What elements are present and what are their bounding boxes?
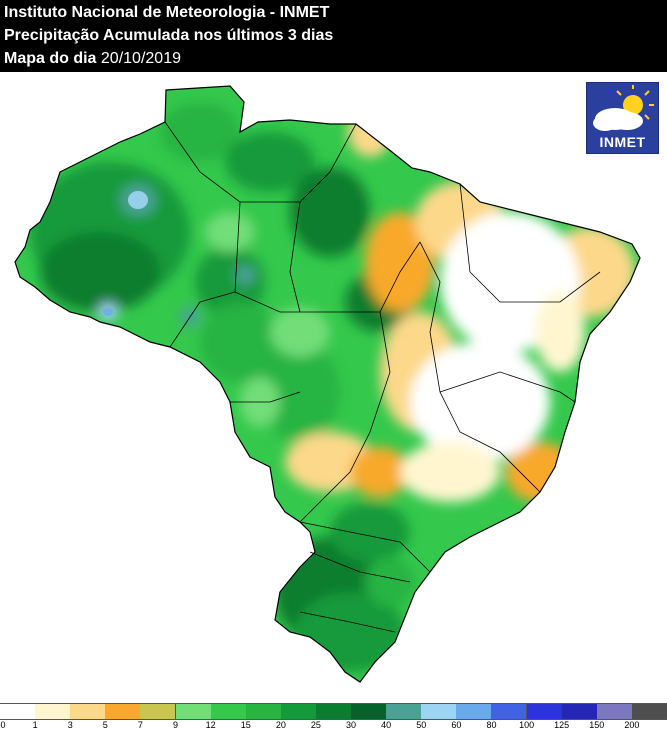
legend-tick-label: 125 <box>554 720 570 730</box>
legend-tick-label: 80 <box>486 720 497 730</box>
map-date-prefix: Mapa do dia <box>4 50 97 67</box>
legend-swatch <box>245 703 282 720</box>
legend-swatch <box>526 703 563 720</box>
precipitation-map <box>0 72 667 702</box>
legend-tick-label: 1 <box>32 720 38 730</box>
legend-swatch <box>491 703 528 720</box>
legend-tick-label: 15 <box>240 720 251 730</box>
legend-tick-label: 7 <box>137 720 143 730</box>
legend-swatch <box>421 703 458 720</box>
legend-swatch <box>0 703 36 720</box>
legend-swatch <box>456 703 493 720</box>
legend-tick-label: 60 <box>451 720 462 730</box>
legend-tick-label: 100 <box>519 720 535 730</box>
logo-text: INMET <box>599 134 646 150</box>
legend-swatch <box>280 703 317 720</box>
map-date: 20/10/2019 <box>100 50 181 67</box>
legend-tick-label: 200 <box>624 720 640 730</box>
legend-tick-label: 20 <box>275 720 286 730</box>
legend-swatch <box>105 703 142 720</box>
inmet-logo: INMET <box>586 82 659 154</box>
legend-swatch <box>631 703 667 720</box>
country-border <box>14 85 641 683</box>
legend-swatch <box>386 703 423 720</box>
map-date-line: Mapa do dia 20/10/2019 <box>4 50 181 68</box>
institute-title: Instituto Nacional de Meteorologia - INM… <box>4 4 330 21</box>
legend-tick-label: 40 <box>381 720 392 730</box>
color-scale-legend: 0 1 3 5 7 9 12 15 20 25 30 40 50 60 80 100 125 150 200 <box>0 702 667 730</box>
legend-swatch <box>315 703 352 720</box>
legend-tick-label: 30 <box>346 720 357 730</box>
legend-swatch <box>351 703 388 720</box>
legend-tick-label: 50 <box>416 720 427 730</box>
sun-cloud-icon <box>593 85 654 131</box>
legend-swatch <box>140 703 177 720</box>
legend-tick-label: 5 <box>102 720 108 730</box>
state-borders <box>164 121 601 633</box>
legend-swatch <box>561 703 598 720</box>
legend-swatch <box>210 703 247 720</box>
legend-swatch <box>35 703 72 720</box>
legend-tick-label: 9 <box>173 720 179 730</box>
map-header: Instituto Nacional de Meteorologia - INM… <box>0 0 667 72</box>
legend-tick-label: 12 <box>205 720 216 730</box>
map-title: Precipitação Acumulada nos últimos 3 dia… <box>4 27 334 44</box>
legend-tick-label: 0 <box>0 720 6 730</box>
legend-tick-label: 25 <box>310 720 321 730</box>
legend-swatch <box>596 703 633 720</box>
brazil-map-svg <box>14 85 641 683</box>
legend-tick-label: 3 <box>67 720 73 730</box>
legend-swatch <box>175 703 212 720</box>
legend-tick-label: 150 <box>589 720 605 730</box>
legend-swatch <box>70 703 107 720</box>
